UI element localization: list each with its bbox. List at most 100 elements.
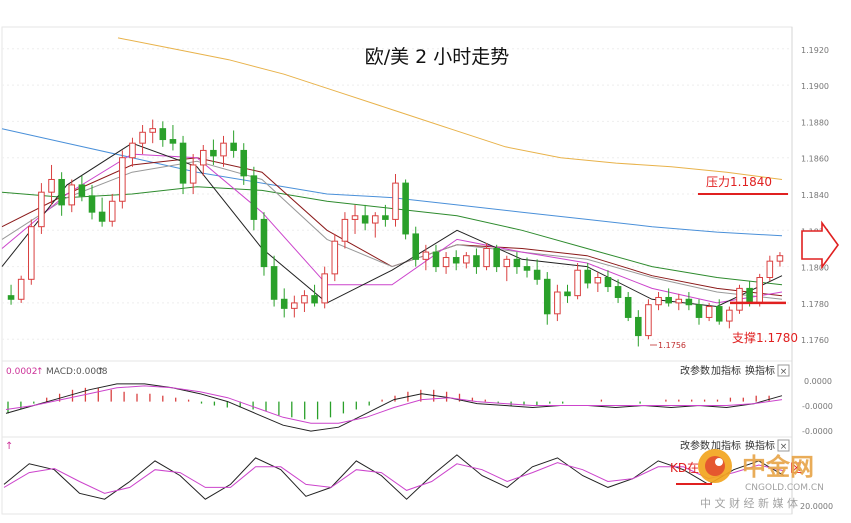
candle [108,194,116,227]
kd-annotation-tail: 区 [790,461,802,475]
candle-body [776,255,784,262]
macd-close-icon[interactable]: × [780,367,788,377]
macd-dea-line [5,385,783,424]
candle [58,172,65,216]
candle [139,125,146,155]
candle-body [7,295,15,300]
candle-body [665,296,672,304]
moving-average-line [1,160,783,300]
candle-body [594,277,602,284]
candle [88,184,96,220]
candle-body [442,257,450,268]
moving-average-line [1,186,783,286]
candle-body [675,298,683,304]
candle [28,219,35,285]
candle-body [149,128,156,133]
kd-close-icon[interactable]: × [780,442,788,452]
moving-average-line [117,37,783,180]
price-tick-label: 1.1880 [801,118,829,127]
candle [341,212,349,249]
watermark-site: CNGOLD.COM.CN [745,483,824,493]
candle-body [746,287,753,304]
price-tick-label: 1.1900 [801,82,829,91]
candle-body [624,296,632,318]
candle-body [280,298,288,309]
price-axis-ticks: 1.19201.19001.18801.18601.18401.18201.18… [801,46,829,345]
candle [240,143,248,185]
candle [715,299,723,325]
macd-edit-params-button[interactable]: 改参数 [680,364,710,377]
macd-tick-1: 0.0000 [804,377,832,386]
macd-tick-3: -0.0000 [802,427,833,436]
candle-body [88,195,96,213]
macd-close-button[interactable] [777,364,790,377]
candle-body [604,277,612,288]
kd-edit-params-button[interactable]: 改参数 [680,439,710,452]
candle-body [463,255,470,264]
candle [270,255,278,307]
candle-body [351,215,359,220]
candle [351,204,359,234]
candle [280,288,288,318]
candle-body [493,247,500,268]
kd-close-button[interactable] [777,439,790,452]
candle-body [614,286,622,298]
candle-body [331,240,339,275]
candle [473,248,480,274]
candle-body [119,157,126,202]
candle [422,244,430,271]
candle-body [422,251,430,260]
price-tick-label: 1.1760 [801,336,829,345]
candle-body [17,278,25,300]
kd-d-line [3,462,785,494]
candle [756,273,763,307]
watermark-tagline: 中 文 财 经 新 媒 体 [700,496,798,510]
candle [543,272,551,325]
candlestick-series [7,119,784,347]
chart-title: 欧/美 2 小时走势 [365,46,510,68]
key-level-lines [698,193,788,305]
kd-switch-indicator-button[interactable]: 换指标 [745,439,775,452]
watermark: 中金网 CNGOLD.COM.CN 中 文 财 经 新 媒 体 [698,449,824,510]
candle-body [523,266,531,271]
candle-body [382,215,389,220]
candle-body [533,269,541,280]
candle-body [371,215,379,224]
candle-body [402,182,409,235]
candle-body [483,247,490,268]
candle-body [68,184,76,206]
candle [584,262,592,289]
candle-body [736,287,743,311]
candle [554,284,561,322]
candle [149,119,156,144]
candle [685,292,693,311]
kd-tick-20: 20.0000 [800,502,833,511]
candle-body [645,304,652,337]
candle-body [715,306,723,322]
candle [624,292,632,322]
candle [331,233,339,282]
candle [38,183,45,234]
candle-body [260,218,268,268]
candle-body [210,149,217,157]
candle [321,266,328,309]
candle-body [58,178,65,206]
candle-body [28,226,35,280]
candle-body [473,255,480,268]
macd-header-label: MACD:0.0008 [46,367,108,377]
candle [442,252,450,274]
macd-switch-indicator-button[interactable]: 换指标 [745,364,775,377]
candle [463,252,470,269]
candle-body [432,251,440,268]
candle [129,137,136,167]
kd-add-indicator-button[interactable]: 加指标 [711,439,741,452]
candle-body [179,142,187,184]
candle [179,135,187,194]
candle-body [159,128,167,141]
macd-add-indicator-button[interactable]: 加指标 [711,364,741,377]
candle-body [452,257,460,264]
candle [483,243,490,271]
candle [655,292,662,311]
candle-body [189,164,197,184]
candle [159,121,167,147]
